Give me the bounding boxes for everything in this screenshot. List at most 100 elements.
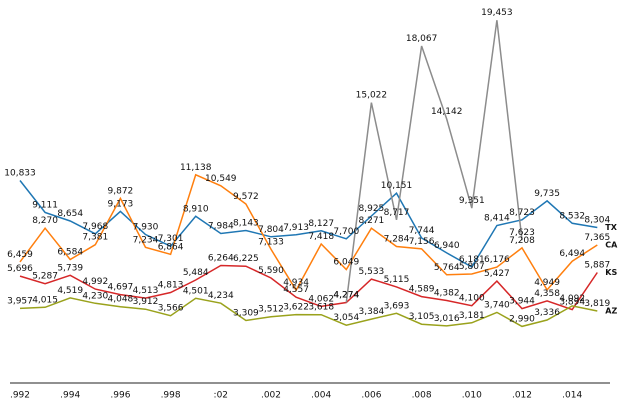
data-label: 5,115: [384, 275, 410, 285]
x-tick-label: .006: [361, 391, 381, 400]
data-label: 6,049: [333, 257, 359, 267]
data-label: 4,813: [158, 280, 184, 290]
data-label: 7,984: [208, 221, 234, 231]
data-label: 3,693: [384, 301, 410, 311]
data-label: 3,512: [258, 305, 284, 315]
x-tick-label: .014: [562, 391, 582, 400]
x-tick-label: .998: [161, 391, 181, 400]
data-label: 7,156: [409, 237, 435, 247]
data-label: 10,549: [205, 174, 237, 184]
data-label: 18,067: [406, 34, 438, 44]
series-line: [19, 180, 598, 269]
data-label: 7,284: [384, 235, 410, 245]
data-label: 6,176: [484, 255, 510, 265]
series-end-label: TX: [605, 223, 617, 232]
data-label: 4,274: [333, 291, 359, 301]
data-label: 8,723: [509, 208, 535, 218]
data-label: 7,234: [133, 235, 159, 245]
data-label: 10,151: [381, 181, 413, 191]
data-label: 8,532: [559, 211, 585, 221]
data-label: 4,519: [57, 286, 83, 296]
data-label: 4,934: [283, 278, 309, 288]
data-label: 9,173: [108, 199, 134, 209]
data-label: 3,384: [359, 307, 385, 317]
data-label: 7,968: [82, 222, 108, 232]
data-label: 7,365: [584, 233, 610, 243]
data-label: 4,992: [82, 277, 108, 287]
series-line: [19, 264, 598, 311]
data-label: 7,301: [158, 234, 184, 244]
data-label: 6,225: [233, 254, 259, 264]
x-tick-label: .996: [110, 391, 130, 400]
data-label: 3,740: [484, 300, 510, 310]
data-label: 7,913: [283, 223, 309, 233]
data-label: 10,833: [4, 169, 36, 179]
data-label: 9,735: [534, 189, 560, 199]
series-line: [345, 20, 523, 303]
data-label: 4,234: [208, 291, 234, 301]
data-label: 4,274: [333, 291, 359, 301]
data-label: 3,912: [133, 297, 159, 307]
data-label: 14,142: [431, 107, 463, 117]
x-tick-label: :02: [214, 391, 228, 400]
data-label: 7,804: [258, 225, 284, 235]
data-label: 4,230: [82, 291, 108, 301]
data-label: 7,930: [133, 223, 159, 233]
series-line: [19, 297, 598, 328]
data-label: 5,764: [434, 263, 460, 273]
data-label: 5,739: [57, 263, 83, 273]
x-tick-label: .994: [60, 391, 80, 400]
data-label: 8,270: [32, 216, 58, 226]
data-label: 8,654: [57, 209, 83, 219]
data-label: 4,048: [108, 295, 134, 305]
data-label: 8,414: [484, 213, 510, 223]
data-label: 4,358: [534, 289, 560, 299]
data-label: 4,589: [409, 285, 435, 295]
data-label: 6,940: [434, 241, 460, 251]
data-label: 7,208: [509, 236, 535, 246]
series-line: [19, 173, 598, 292]
data-label: 4,949: [534, 278, 560, 288]
data-label: 9,872: [108, 186, 134, 196]
data-label: 6,584: [57, 248, 83, 258]
data-label: 4,697: [108, 283, 134, 293]
x-tick-label: .002: [261, 391, 281, 400]
data-label: 9,351: [459, 196, 485, 206]
data-label: 4,501: [183, 286, 209, 296]
data-label: 3,944: [509, 297, 535, 307]
data-label: 6,181: [459, 255, 485, 265]
x-tick-label: .008: [412, 391, 432, 400]
data-label: 7,744: [409, 226, 435, 236]
data-label: 7,623: [509, 228, 535, 238]
data-label: 3,181: [459, 311, 485, 321]
data-label: 4,100: [459, 294, 485, 304]
data-label: 8,127: [308, 219, 334, 229]
data-label: 3,016: [434, 314, 460, 324]
data-label: 8,925: [359, 204, 385, 214]
data-label: 5,533: [359, 267, 385, 277]
data-label: 3,618: [308, 303, 334, 313]
data-label: 3,566: [158, 304, 184, 314]
data-label: 3,105: [409, 312, 435, 322]
data-label: 5,696: [7, 264, 33, 274]
data-label: 4,513: [133, 286, 159, 296]
data-label: 5,887: [584, 261, 610, 271]
data-label: 3,957: [7, 296, 33, 306]
data-label: 3,054: [333, 313, 359, 323]
series-end-label: KS: [605, 268, 617, 277]
data-label: 5,807: [459, 262, 485, 272]
data-label: 7,133: [258, 237, 284, 247]
data-label: 6,264: [208, 253, 234, 263]
series-end-label: AZ: [605, 306, 617, 315]
data-label: 3,309: [233, 308, 259, 318]
data-label: 3,819: [584, 299, 610, 309]
data-label: 8,717: [384, 208, 410, 218]
x-tick-label: .004: [311, 391, 331, 400]
data-label: 8,304: [584, 216, 610, 226]
data-label: 5,590: [258, 266, 284, 276]
data-label: 4,382: [434, 288, 460, 298]
data-label: 8,910: [183, 204, 209, 214]
data-label: 5,484: [183, 268, 209, 278]
